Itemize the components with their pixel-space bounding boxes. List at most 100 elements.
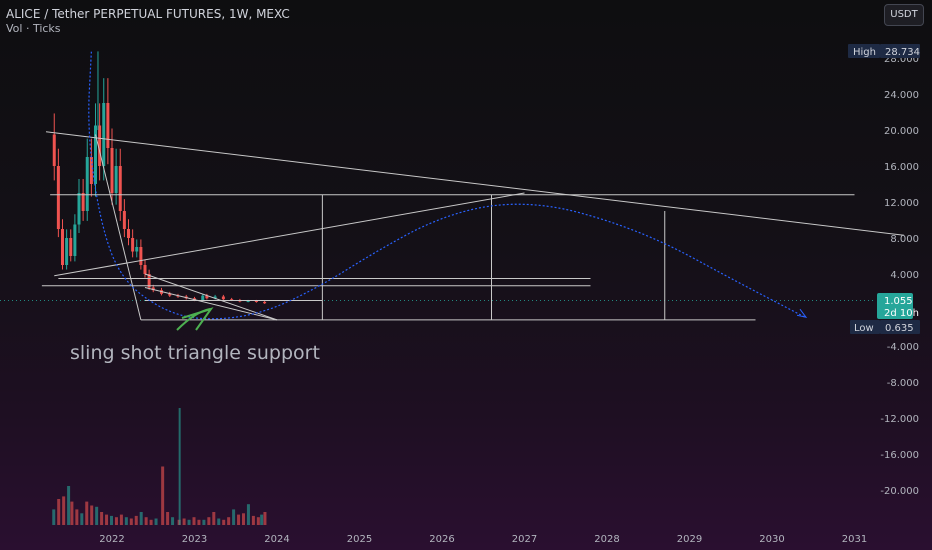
chart-title: ALICE / Tether PERPETUAL FUTURES, 1W, ME… (6, 7, 290, 21)
candle-body (230, 299, 234, 301)
y-tick-label: 28.000 (884, 54, 919, 65)
x-tick-label: 2024 (264, 534, 289, 545)
volume-bar (62, 496, 66, 525)
candle-body (213, 296, 217, 299)
candle-body (221, 296, 225, 300)
volume-bar (85, 501, 89, 525)
candle-body (114, 166, 118, 193)
y-tick-label: 20.000 (884, 126, 919, 137)
candle-body (77, 193, 81, 225)
volume-bar (212, 512, 216, 525)
x-tick-label: 2028 (594, 534, 619, 545)
volume-bar (197, 519, 201, 525)
volume-bar (256, 517, 260, 525)
volume-bar (192, 517, 196, 525)
volume-bar (246, 504, 250, 525)
volume-bar (166, 512, 170, 525)
low-label: Low (854, 323, 874, 334)
high-value: 28.734 (885, 47, 920, 58)
candle-body (143, 265, 147, 274)
volume-bar (187, 519, 191, 525)
candle-body (52, 134, 56, 166)
volume-bar (182, 518, 186, 525)
volume-bar (100, 512, 104, 525)
trendline (144, 287, 278, 321)
x-tick-label: 2027 (512, 534, 537, 545)
y-tick-label: 4.000 (890, 270, 919, 281)
volume-bar (119, 514, 123, 525)
candle-body (122, 211, 126, 229)
candle-body (61, 229, 64, 265)
candle-body (110, 148, 114, 193)
curve-arrowhead (796, 308, 808, 318)
volume-bar (242, 513, 245, 525)
candle-body (73, 224, 77, 256)
volume-bar (129, 518, 133, 525)
y-tick-label: 16.000 (884, 162, 919, 173)
candle-body (263, 301, 267, 304)
low-badge: Low 0.635 (850, 320, 920, 334)
y-tick-label: -12.000 (880, 414, 919, 425)
high-badge: High 28.734 (848, 44, 920, 58)
candle-body (81, 193, 85, 211)
volume-bar (52, 509, 56, 525)
drawing-tools (41, 131, 905, 321)
volume-bar (237, 514, 241, 525)
volume-bar (134, 515, 138, 525)
candle-body (56, 166, 60, 229)
volume-bar (227, 517, 231, 525)
candle-body (139, 247, 143, 265)
volume-bars (52, 408, 267, 525)
x-tick-label: 2023 (182, 534, 207, 545)
x-tick-label: 2025 (347, 534, 372, 545)
last-price-badge: 1.055 2d 10h (877, 293, 919, 319)
volume-bar (105, 514, 109, 525)
candle-body (201, 295, 205, 301)
x-tick-label: 2022 (99, 534, 124, 545)
y-tick-label: -4.000 (887, 342, 919, 353)
last-price-value: 1.055 (884, 296, 913, 307)
candle-body (94, 125, 97, 184)
volume-bar (251, 515, 255, 525)
candle-body (98, 125, 102, 166)
y-tick-label: 8.000 (890, 234, 919, 245)
volume-bar (263, 512, 267, 525)
candle-body (118, 166, 122, 211)
candle-body (106, 103, 110, 148)
volume-bar (114, 517, 118, 525)
volume-bar (139, 512, 143, 525)
currency-button[interactable]: USDT (884, 4, 924, 26)
y-tick-label: -16.000 (880, 450, 919, 461)
candle-body (85, 157, 89, 211)
annotation-text: sling shot triangle support (70, 342, 320, 364)
price-axis: 28.000 24.000 20.000 16.000 12.000 8.000 4.000… (880, 54, 919, 497)
candle-body (205, 295, 209, 299)
x-tick-label: 2029 (677, 534, 702, 545)
volume-bar (57, 499, 61, 525)
volume-bar (207, 517, 211, 525)
candle-body (246, 301, 250, 302)
candle-body (102, 103, 106, 166)
volume-bar (70, 501, 74, 525)
volume-bar (75, 509, 79, 525)
y-tick-label: -8.000 (887, 378, 919, 389)
candle-body (254, 301, 258, 302)
volume-bar (124, 517, 128, 525)
volume-bar (178, 408, 181, 525)
countdown: 2d 10h (884, 308, 919, 319)
y-tick-label: -20.000 (880, 486, 919, 497)
volume-bar (95, 506, 99, 525)
projection-curve (88, 51, 808, 320)
volume-bar (110, 515, 113, 525)
volume-bar (171, 517, 175, 525)
volume-bar (144, 517, 148, 525)
candle-body (131, 238, 135, 252)
indicator-label[interactable]: Vol · Ticks (6, 22, 61, 35)
trendline (54, 192, 525, 277)
trendline (45, 131, 905, 236)
candle-body (65, 238, 69, 265)
candle-body (147, 274, 151, 288)
volume-bar (154, 518, 158, 525)
price-series (52, 51, 267, 304)
